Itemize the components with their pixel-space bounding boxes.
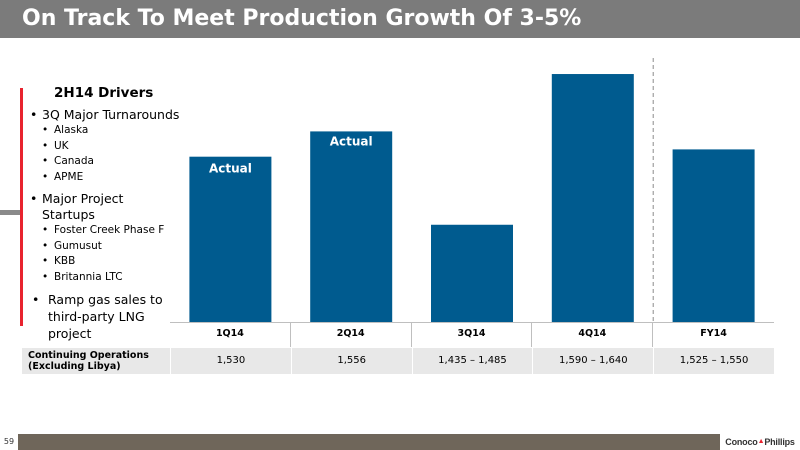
row-label-line: Continuing Operations xyxy=(28,350,149,361)
x-tick-label: 1Q14 xyxy=(170,323,291,347)
driver-item: UK xyxy=(30,139,180,155)
driver-item: KBB xyxy=(30,254,180,270)
bar-fy14 xyxy=(672,149,755,322)
category-axis-row: 1Q14 2Q14 3Q14 4Q14 FY14 xyxy=(170,322,774,347)
bar-1q14 xyxy=(189,156,272,322)
driver-item: Foster Creek Phase F xyxy=(30,223,180,239)
row-label-line: (Excluding Libya) xyxy=(28,361,121,372)
table-cell: 1,590 – 1,640 xyxy=(532,348,653,374)
driver-lng-text: Ramp gas sales to third-party LNG projec… xyxy=(30,291,180,342)
accent-bar xyxy=(20,88,23,326)
drivers-title: 2H14 Drivers xyxy=(54,85,154,101)
table-cell: 1,435 – 1,485 xyxy=(411,348,533,374)
driver-item: Canada xyxy=(30,154,180,170)
logo-text-a: Conoco xyxy=(725,437,758,447)
bar-label-2q14: Actual xyxy=(330,134,373,148)
driver-group-lng: Ramp gas sales to third-party LNG projec… xyxy=(30,291,180,342)
bar-4q14 xyxy=(551,74,634,322)
bar-label-1q14: Actual xyxy=(209,162,252,176)
bar-3q14 xyxy=(431,224,513,322)
driver-item: Alaska xyxy=(30,123,180,139)
row-label: Continuing Operations (Excluding Libya) xyxy=(28,350,173,372)
driver-lng-line: third-party LNG xyxy=(48,309,145,324)
driver-group-startups: Major Project Startups Foster Creek Phas… xyxy=(30,191,180,285)
driver-group-label: Major Project Startups xyxy=(30,191,180,223)
drivers-panel: 2H14 Drivers 3Q Major Turnarounds Alaska… xyxy=(30,85,180,348)
x-tick-label: 4Q14 xyxy=(532,323,654,347)
x-tick-label: FY14 xyxy=(700,328,727,339)
slide-title: On Track To Meet Production Growth Of 3-… xyxy=(0,0,800,38)
driver-lng-line: Ramp gas sales to xyxy=(48,292,163,307)
logo-text-b: Phillips xyxy=(764,437,795,447)
driver-item: Britannia LTC xyxy=(30,270,180,286)
x-tick-label: 3Q14 xyxy=(412,323,533,347)
driver-item: APME xyxy=(30,170,180,186)
production-table-row: Continuing Operations (Excluding Libya) … xyxy=(22,348,774,374)
side-tick-decoration xyxy=(0,210,20,215)
table-cell: 1,525 – 1,550 xyxy=(653,348,774,374)
logo-mark-icon: ▲ xyxy=(757,438,765,445)
driver-lng-line: project xyxy=(48,326,92,341)
footer-bar xyxy=(0,434,800,450)
table-cell: 1,556 xyxy=(290,348,412,374)
page-number: 59 xyxy=(0,434,18,450)
driver-group-label: 3Q Major Turnarounds xyxy=(30,107,180,123)
table-cell: 1,530 xyxy=(170,348,291,374)
bar-2q14 xyxy=(310,131,393,322)
x-tick-label: 2Q14 xyxy=(291,323,412,347)
company-logo: Conoco▲Phillips xyxy=(720,434,800,450)
driver-group-turnarounds: 3Q Major Turnarounds Alaska UK Canada AP… xyxy=(30,107,180,185)
driver-item: Gumusut xyxy=(30,239,180,255)
